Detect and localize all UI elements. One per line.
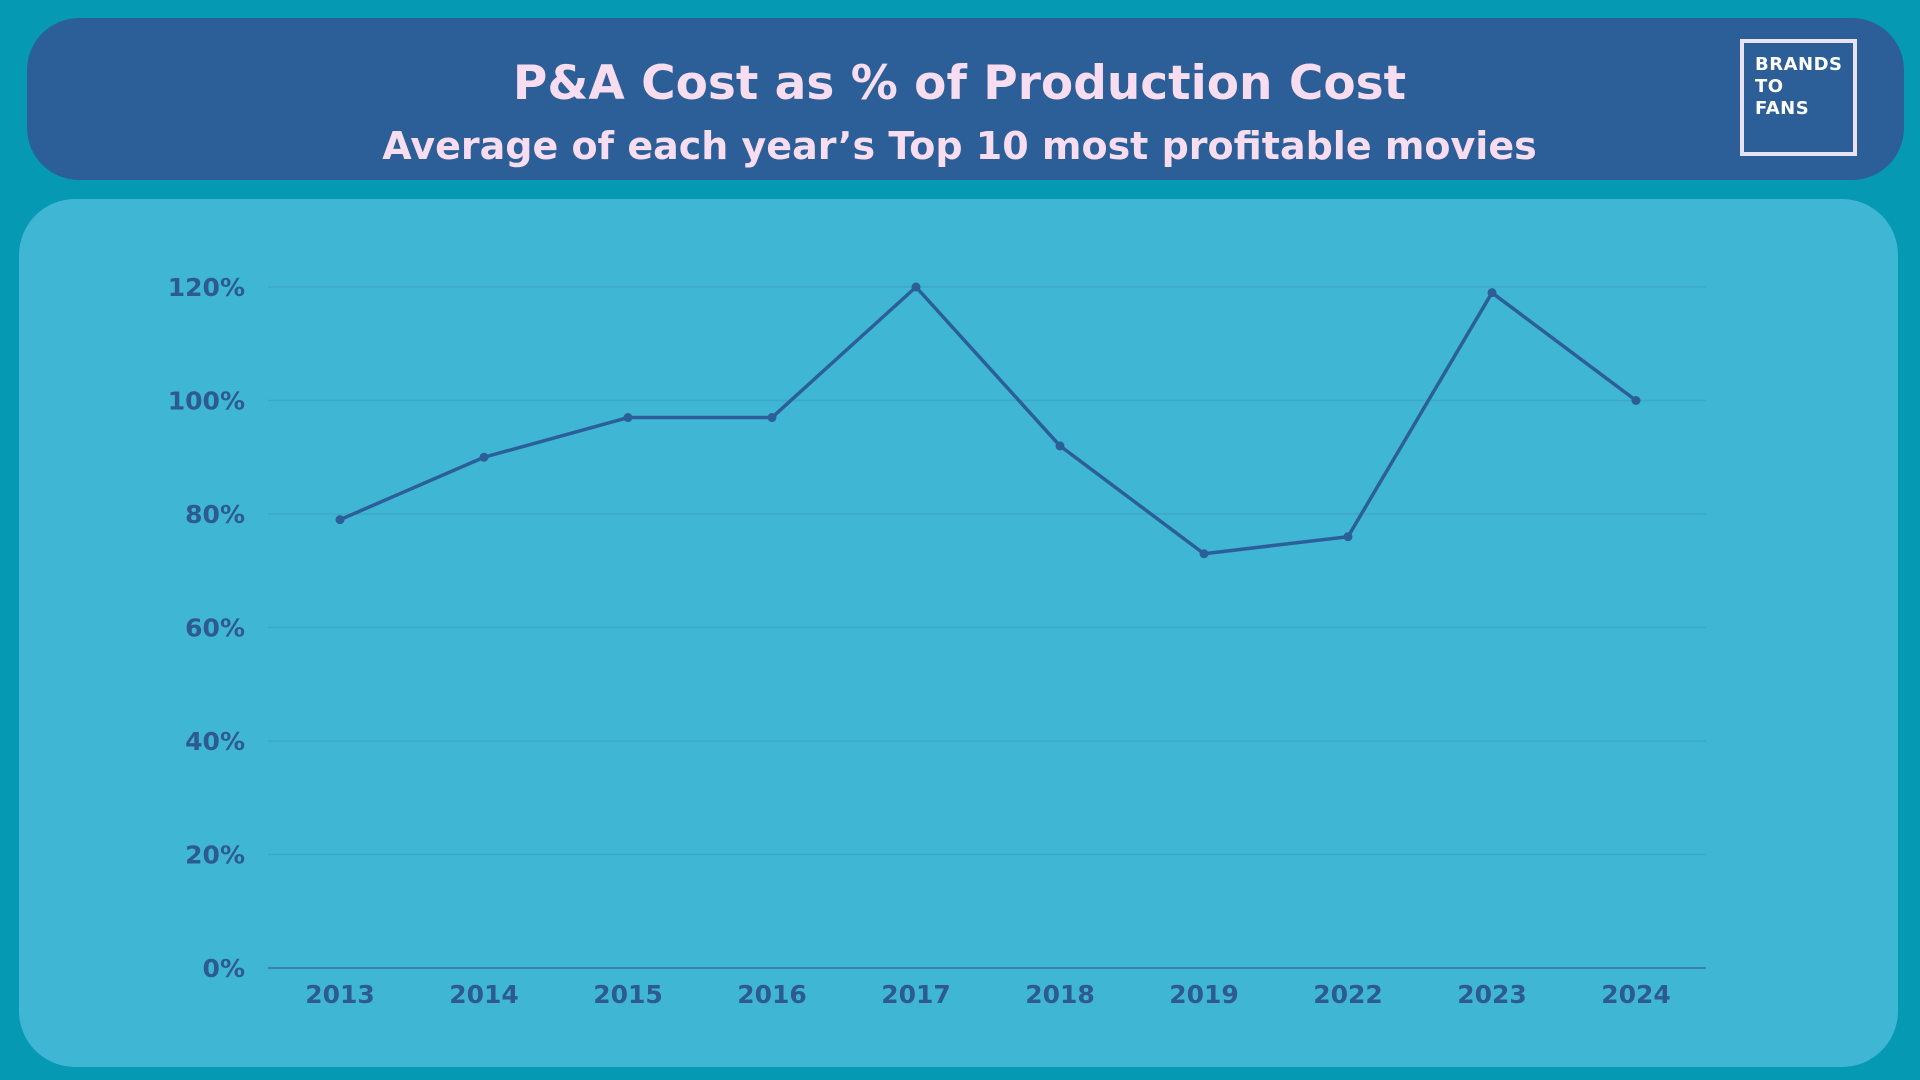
y-tick-label: 100%	[168, 387, 245, 416]
x-tick-label: 2024	[1601, 980, 1671, 1009]
data-point	[623, 413, 633, 423]
y-tick-label: 0%	[203, 954, 245, 983]
chart-header: P&A Cost as % of Production Cost Average…	[27, 18, 1904, 180]
data-point	[479, 452, 489, 462]
x-tick-label: 2016	[737, 980, 807, 1009]
x-tick-label: 2017	[881, 980, 951, 1009]
series-line	[338, 285, 1638, 556]
y-tick-label: 20%	[185, 841, 245, 870]
x-tick-label: 2023	[1457, 980, 1527, 1009]
x-tick-label: 2022	[1313, 980, 1383, 1009]
x-tick-label: 2019	[1169, 980, 1239, 1009]
x-tick-label: 2018	[1025, 980, 1095, 1009]
data-point	[1631, 396, 1641, 405]
x-tick-label: 2013	[305, 980, 375, 1009]
chart-title: P&A Cost as % of Production Cost	[512, 56, 1407, 111]
data-point	[911, 282, 921, 292]
data-point	[335, 515, 345, 525]
logo-line-3: FANS	[1755, 98, 1810, 119]
y-tick-label: 60%	[185, 614, 245, 643]
y-tick-label: 120%	[168, 273, 245, 302]
y-tick-label: 80%	[185, 500, 245, 529]
x-tick-label: 2014	[449, 980, 519, 1009]
chart-panel	[19, 199, 1898, 1067]
data-point	[1199, 549, 1209, 559]
data-point	[1055, 441, 1065, 451]
x-tick-label: 2015	[593, 980, 663, 1009]
data-point	[1343, 532, 1353, 542]
logo-line-1: BRANDS	[1755, 54, 1843, 75]
logo-line-2: TO	[1755, 76, 1784, 97]
data-point	[767, 413, 777, 423]
data-point	[1487, 288, 1497, 298]
chart-subtitle: Average of each year’s Top 10 most profi…	[382, 124, 1537, 168]
y-tick-label: 40%	[185, 727, 245, 756]
brands-to-fans-logo: BRANDS TO FANS	[1740, 39, 1857, 156]
